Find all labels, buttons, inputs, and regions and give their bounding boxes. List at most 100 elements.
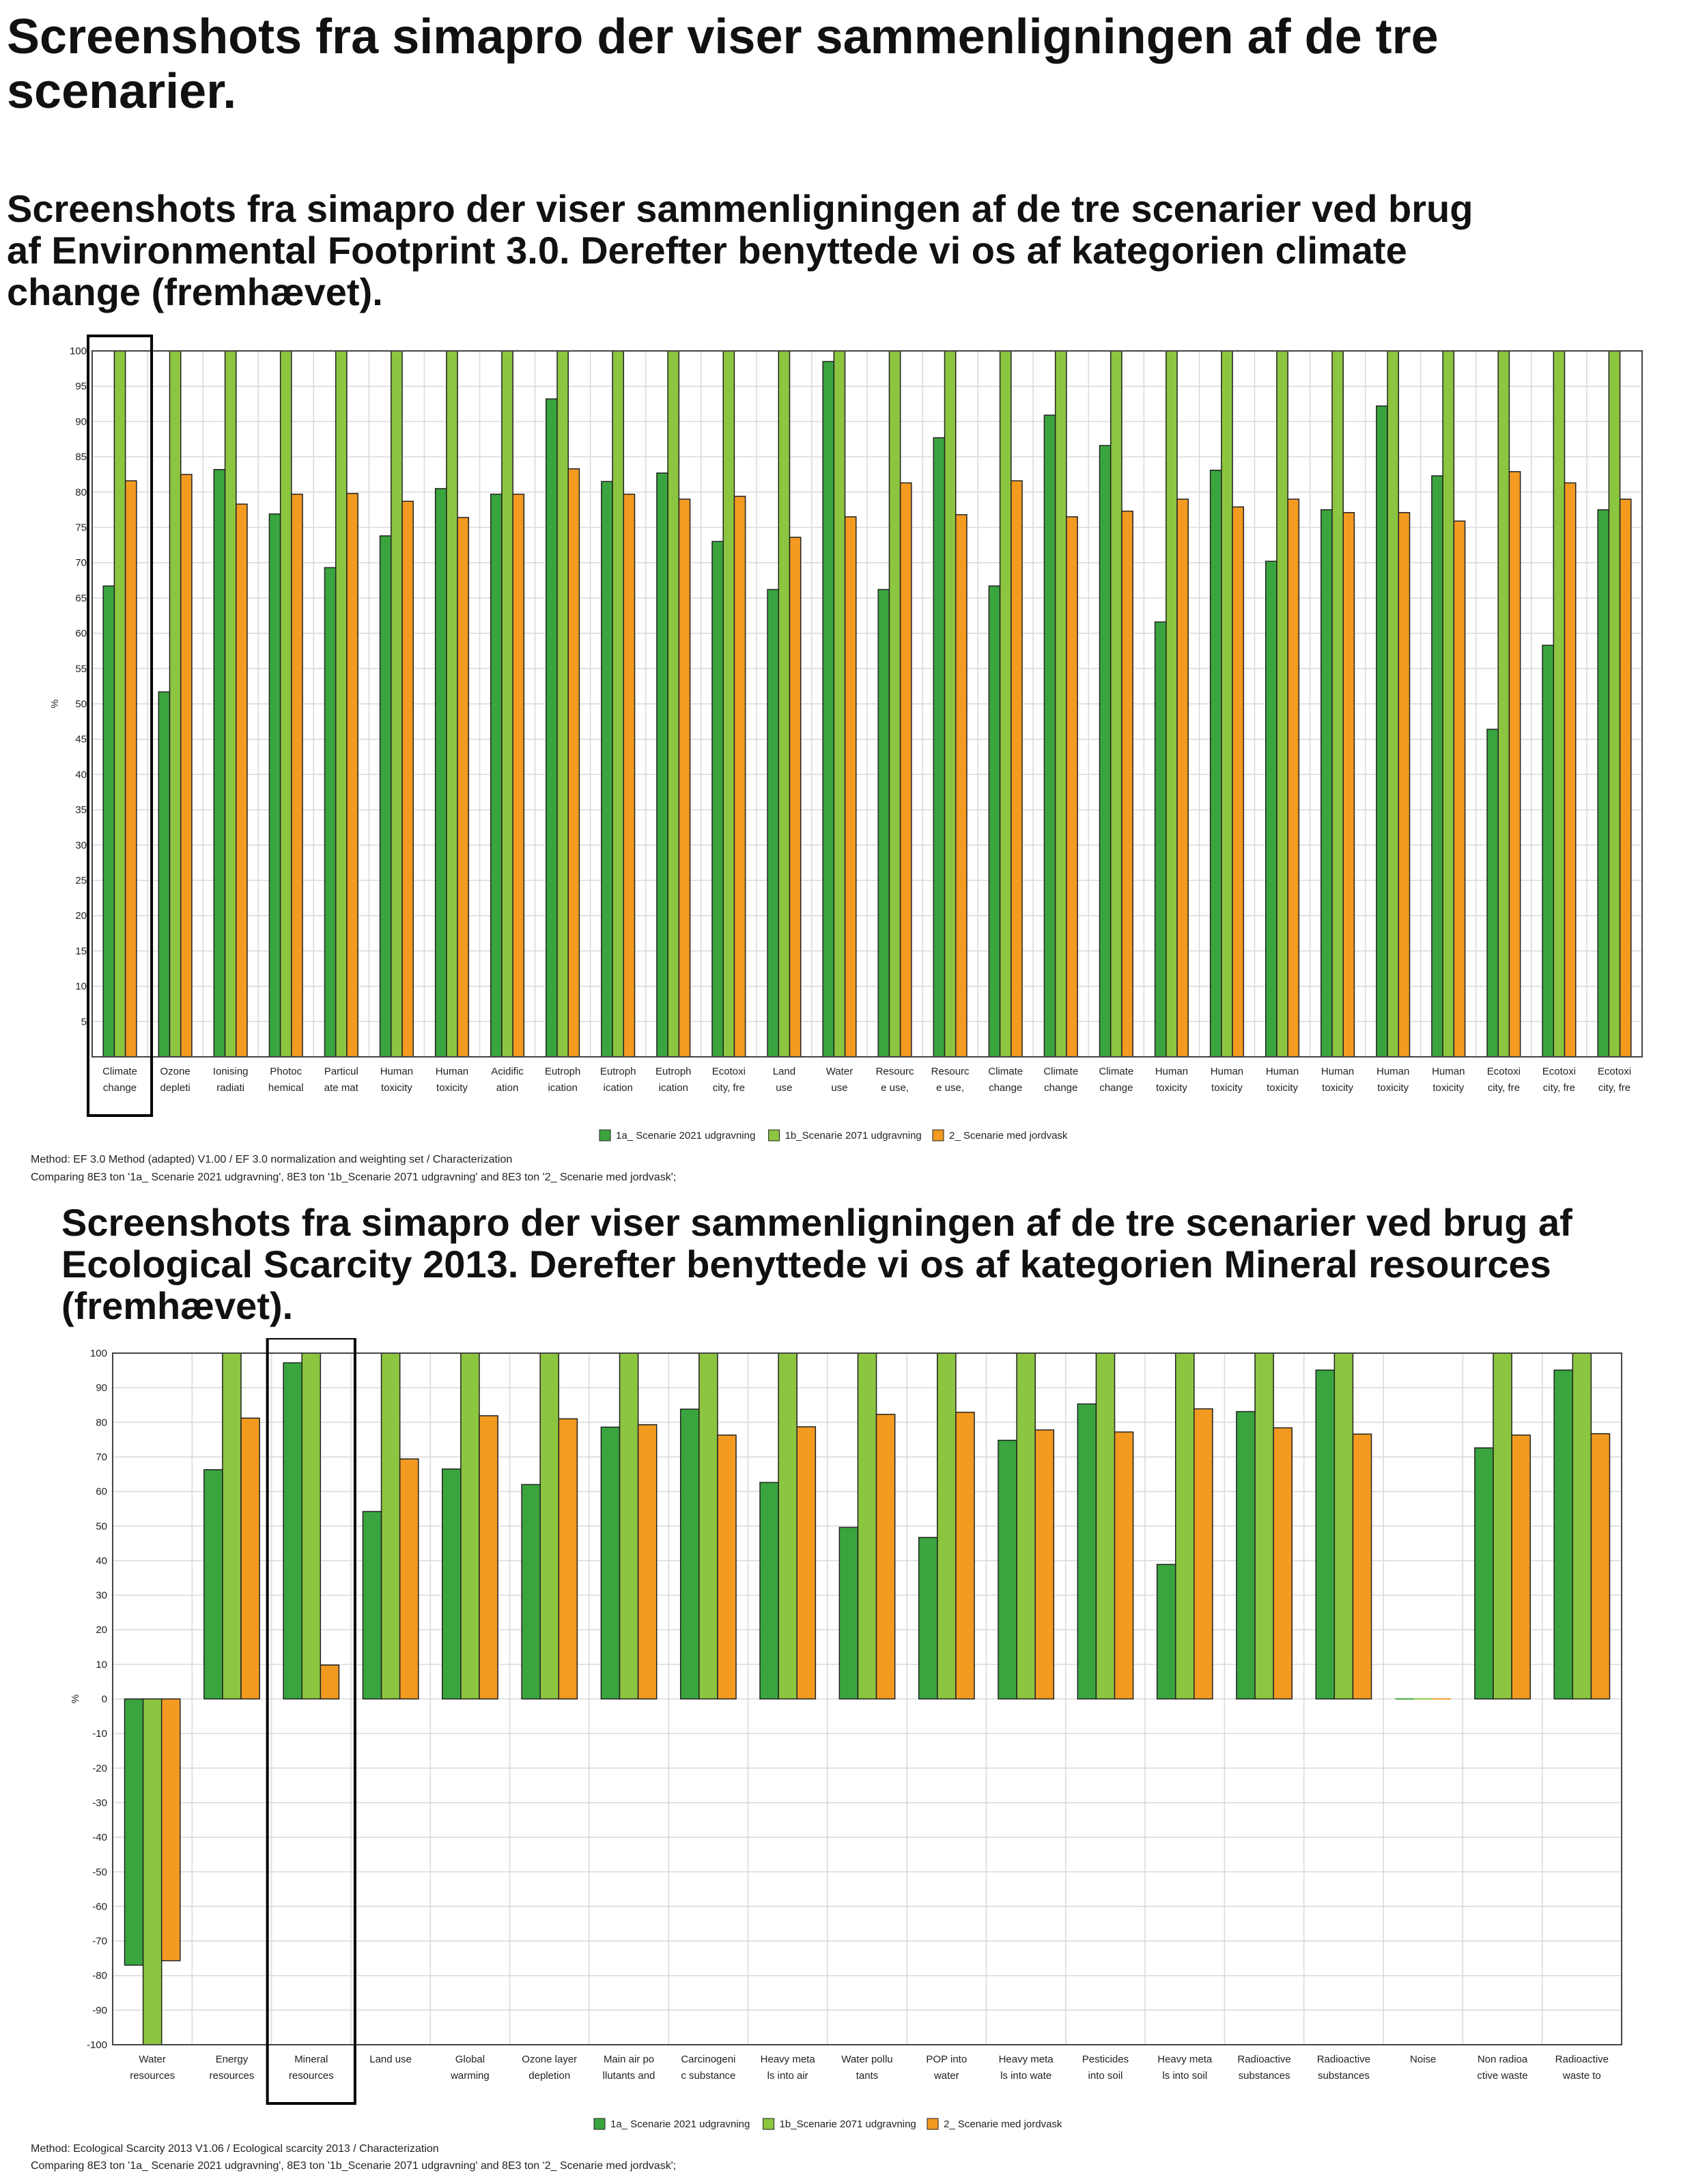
y-tick-label: 10 [96,1659,107,1671]
bar [442,1468,462,1700]
x-tick-label: Noise [1410,2054,1436,2065]
x-tick-label: Eutroph [600,1066,636,1077]
bar [1209,469,1222,1058]
bar [1553,350,1566,1058]
x-tick-label: radiati [216,1082,244,1094]
bar [479,1415,498,1700]
x-tick-label: toxicity [1267,1082,1298,1094]
bar [1276,350,1288,1058]
bar [1508,471,1521,1058]
y-tick-label: 80 [96,1417,107,1428]
x-tick-label: waste to [1562,2070,1601,2082]
x-tick-label: Carcinogeni [681,2054,735,2065]
bar [1542,644,1555,1058]
bar [1493,1352,1512,1700]
x-tick-label: Ecotoxi [1598,1066,1631,1077]
x-tick-label: toxicity [436,1082,468,1094]
x-tick-label: toxicity [1322,1082,1353,1094]
bar [501,350,513,1058]
x-tick-label: depleti [160,1082,190,1094]
x-tick-label: Human [380,1066,413,1077]
x-tick-label: Radioactive [1555,2054,1609,2065]
x-tick-label: city, fre [713,1082,745,1094]
bar [539,1352,560,1700]
bar [1166,350,1178,1058]
bar [457,517,470,1058]
highlight-box [266,1338,356,2105]
x-tick-label: toxicity [1211,1082,1243,1094]
bar [877,588,890,1058]
y-tick-label: 80 [75,487,87,498]
bar [279,350,292,1058]
bar [1315,1370,1336,1700]
x-tick-label: change [1099,1082,1133,1094]
bar [546,398,558,1058]
x-tick-label: use [831,1082,847,1094]
bar [158,691,171,1058]
x-tick-label: substances [1318,2070,1370,2082]
ecological-scarcity-bar-chart: -100-90-80-70-60-50-40-30-20-10010203040… [70,1338,1622,2130]
bar [1099,444,1112,1058]
bar [623,494,636,1058]
legend-swatch [763,2118,775,2130]
x-tick-label: Particul [324,1066,358,1077]
x-tick-label: Land use [369,2054,412,2065]
bar [619,1352,639,1700]
bar [512,494,525,1058]
x-tick-label: Ecotoxi [712,1066,746,1077]
x-tick-label: ation [496,1082,519,1094]
y-tick-label: -90 [92,2004,107,2016]
bar [362,1511,382,1700]
x-tick-label: Global [455,2054,485,2065]
x-tick-label: ate mat [324,1082,359,1094]
bar [379,535,392,1058]
bar [1486,728,1499,1058]
bar [875,1413,896,1700]
x-tick-label: Radioactive [1237,2054,1290,2065]
section2-method: Method: Ecological Scarcity 2013 V1.06 /… [31,2143,439,2155]
x-tick-label: Eutroph [545,1066,581,1077]
x-tick-label: Heavy meta [761,2054,816,2065]
y-tick-label: 40 [75,769,87,780]
bar [391,350,403,1058]
y-tick-label: -20 [92,1763,107,1774]
page-title: Screenshots fra simapro der viser sammen… [7,10,1439,119]
bar [899,482,912,1058]
y-axis-label: % [49,699,61,708]
y-tick-label: 85 [75,451,87,463]
bar [160,1698,181,1961]
bar [460,1352,480,1700]
bar [1043,414,1056,1058]
y-tick-label: -100 [87,2039,107,2051]
x-tick-label: Climate [102,1066,137,1077]
bar [102,585,115,1058]
y-tick-label: 5 [81,1016,87,1027]
bar [796,1426,817,1700]
bar [434,487,447,1058]
bar [1174,1352,1195,1700]
bar [1066,516,1078,1058]
bar [722,350,735,1058]
x-tick-label: POP into [926,2054,967,2065]
bar [1333,1352,1354,1700]
bar [1352,1433,1372,1700]
x-tick-label: Ecotoxi [1487,1066,1521,1077]
y-tick-label: 50 [75,698,87,710]
x-tick-label: depletion [528,2070,570,2082]
bar [1398,512,1411,1058]
highlight-box [87,335,154,1117]
x-tick-label: Heavy meta [1157,2054,1213,2065]
x-tick-label: toxicity [1156,1082,1187,1094]
bar [679,1408,700,1700]
bar [789,537,802,1058]
x-tick-label: Pesticides [1082,2054,1129,2065]
y-tick-label: 70 [75,557,87,569]
x-tick-label: Climate [988,1066,1023,1077]
x-tick-label: Human [1432,1066,1465,1077]
bar [1511,1434,1531,1700]
bar [1321,509,1333,1058]
bar [1095,1352,1116,1700]
ef30-bar-chart: 5 10 15 20 25 30 35 40 45 50 55 60 65 70 75 80 85 90 95 100… [49,335,1643,1141]
x-tick-label: city, fre [1488,1082,1520,1094]
x-tick-label: Heavy meta [999,2054,1054,2065]
